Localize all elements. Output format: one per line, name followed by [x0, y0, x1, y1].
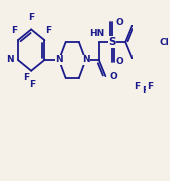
Text: N: N [82, 55, 89, 64]
Text: N: N [55, 55, 63, 64]
Text: Cl: Cl [160, 37, 169, 47]
Text: F: F [45, 26, 52, 35]
Text: O: O [109, 72, 117, 81]
Text: F: F [29, 80, 36, 89]
Text: F: F [23, 73, 29, 82]
Text: F: F [142, 86, 148, 95]
Text: F: F [28, 13, 34, 22]
Text: O: O [115, 18, 123, 27]
Text: F: F [134, 82, 140, 91]
Text: F: F [11, 26, 17, 35]
Text: F: F [147, 82, 153, 91]
Text: O: O [115, 57, 123, 66]
Text: N: N [6, 55, 14, 64]
Text: S: S [108, 37, 116, 47]
Text: HN: HN [89, 30, 104, 38]
